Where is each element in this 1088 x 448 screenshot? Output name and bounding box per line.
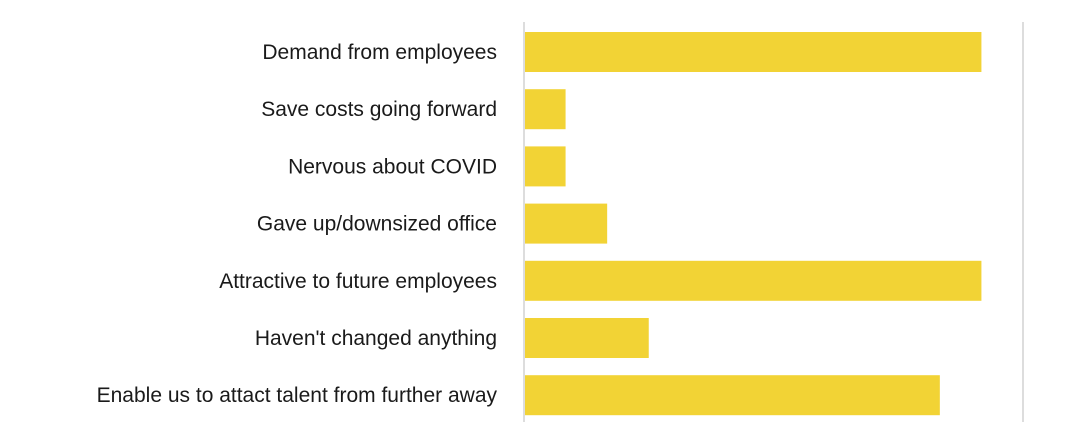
bars-layer — [525, 32, 982, 416]
bar — [525, 203, 608, 244]
bar — [525, 260, 982, 301]
category-label: Nervous about COVID — [288, 155, 497, 178]
category-label: Enable us to attact talent from further … — [97, 384, 498, 407]
category-label: Haven't changed anything — [255, 327, 497, 350]
category-labels-layer: Demand from employees Save costs going fo… — [97, 41, 498, 407]
category-label: Attractive to future employees — [219, 270, 497, 293]
bar — [525, 375, 940, 416]
category-label: Gave up/downsized office — [257, 213, 497, 236]
bar — [525, 89, 566, 130]
category-label: Save costs going forward — [261, 98, 497, 121]
category-label: Demand from employees — [262, 41, 497, 64]
bar — [525, 146, 566, 187]
bar — [525, 318, 649, 358]
bar — [525, 32, 982, 72]
